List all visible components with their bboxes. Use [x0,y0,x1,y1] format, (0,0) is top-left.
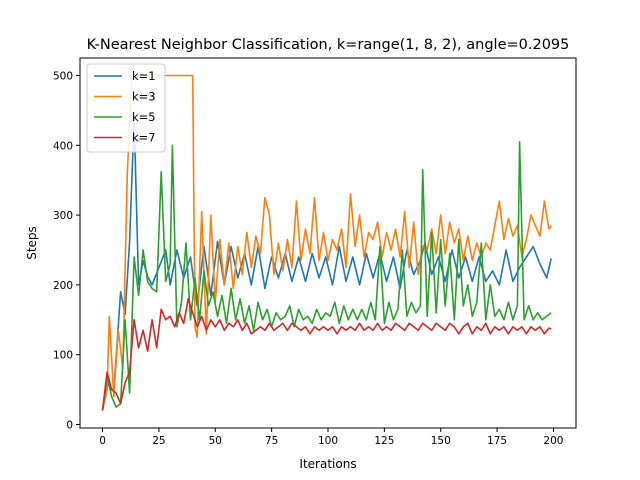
y-tick-label: 400 [53,140,73,152]
y-tick-label: 500 [53,70,73,82]
legend-label: k=3 [132,90,156,104]
x-axis-label: Iterations [299,457,356,471]
chart-title: K-Nearest Neighbor Classification, k=ran… [87,37,570,53]
legend-label: k=1 [132,69,156,83]
series-line-k7 [101,297,552,411]
x-tick-label: 100 [318,435,338,447]
plot-area [101,74,552,411]
y-axis-label: Steps [25,226,39,260]
x-tick-label: 75 [265,435,278,447]
y-tick-label: 300 [53,210,73,222]
y-tick-label: 0 [66,420,73,432]
y-tick-label: 100 [53,350,73,362]
x-tick-label: 150 [431,435,451,447]
legend-box [86,63,166,153]
legend: k=1 k=3 k=5 k=7 [86,63,166,153]
x-tick-label: 200 [543,435,563,447]
x-tick-label: 175 [487,435,507,447]
legend-label: k=5 [132,110,156,124]
x-tick-label: 25 [152,435,165,447]
series-line-k3 [101,74,552,411]
x-tick-label: 125 [374,435,394,447]
series-line-k5 [101,141,552,411]
y-axis: 0 100 200 300 400 500 [53,70,80,432]
x-tick-label: 50 [209,435,222,447]
x-tick-label: 0 [99,435,106,447]
y-tick-label: 200 [53,280,73,292]
x-axis: 0 25 50 75 100 125 150 175 200 [99,428,563,447]
legend-label: k=7 [132,131,156,145]
series-line-k1 [101,116,552,411]
